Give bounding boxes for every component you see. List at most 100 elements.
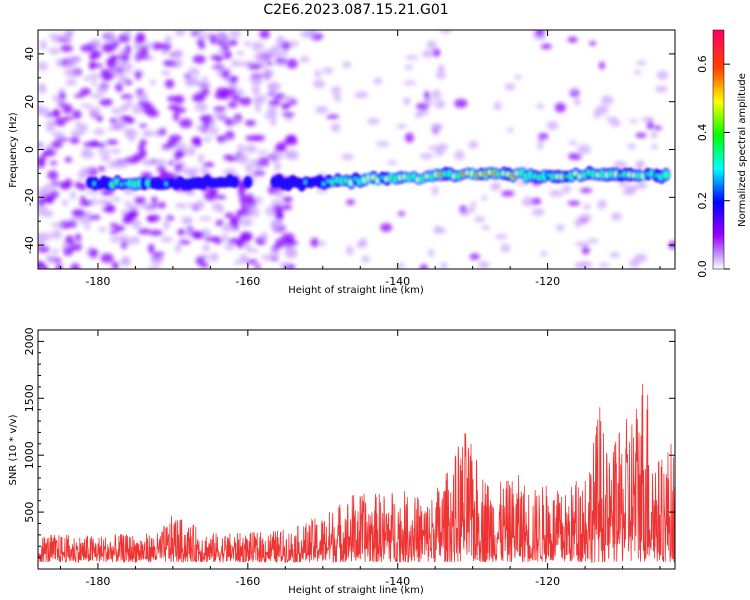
- noise-blob: [159, 171, 172, 180]
- noise-blob: [50, 222, 63, 228]
- noise-blob: [432, 48, 441, 57]
- noise-blob: [268, 99, 281, 107]
- noise-blob: [312, 79, 326, 89]
- noise-blob: [233, 119, 241, 126]
- noise-blob: [579, 261, 593, 269]
- noise-blob: [244, 144, 257, 154]
- noise-blob: [569, 88, 580, 93]
- noise-blob: [430, 123, 442, 131]
- noise-blob: [263, 48, 276, 58]
- noise-blob: [101, 207, 113, 212]
- noise-blob: [258, 157, 271, 162]
- noise-blob: [167, 160, 175, 165]
- noise-blob: [251, 72, 260, 78]
- noise-blob: [221, 233, 229, 243]
- noise-blob: [546, 120, 559, 131]
- noise-blob: [96, 85, 108, 94]
- noise-blob: [80, 44, 94, 52]
- noise-blob: [198, 216, 213, 221]
- noise-blob: [268, 85, 276, 94]
- noise-blob: [270, 118, 277, 127]
- noise-blob: [440, 262, 448, 269]
- noise-blob: [521, 196, 535, 207]
- noise-blob: [137, 100, 152, 107]
- noise-blob: [45, 122, 56, 133]
- noise-blob: [82, 75, 92, 81]
- noise-blob: [191, 231, 205, 240]
- x-tick-label: -140: [385, 575, 410, 588]
- noise-blob: [80, 150, 95, 159]
- noise-blob: [139, 123, 148, 128]
- noise-blob: [131, 219, 142, 230]
- noise-blob: [245, 135, 259, 142]
- bottom-x-ticks: -180 -160 -140 -120: [59, 330, 661, 588]
- noise-blob: [481, 195, 488, 201]
- x-tick-label: -120: [535, 275, 560, 288]
- noise-blob: [651, 131, 658, 139]
- noise-blob: [265, 61, 274, 66]
- noise-blob: [300, 30, 314, 38]
- noise-blob: [189, 77, 201, 86]
- noise-blob: [635, 159, 645, 168]
- noise-blob: [135, 50, 149, 60]
- noise-blob: [568, 152, 582, 161]
- noise-blob: [202, 161, 215, 168]
- noise-blob: [47, 170, 59, 180]
- noise-blob: [474, 216, 486, 223]
- noise-blob: [440, 30, 452, 34]
- noise-blob: [74, 121, 82, 128]
- noise-blob: [636, 60, 647, 66]
- noise-blob: [96, 114, 103, 122]
- noise-blob: [236, 51, 245, 56]
- noise-blob: [314, 70, 322, 78]
- noise-blob: [635, 132, 647, 138]
- noise-blob: [650, 144, 659, 150]
- noise-blob: [239, 253, 248, 263]
- noise-blob: [187, 225, 194, 232]
- noise-blob: [236, 239, 245, 249]
- noise-blob: [111, 196, 121, 202]
- noise-blob: [531, 208, 545, 217]
- snr-panel: -180 -160 -140 -120 500 1000 1500 2000 Height …: [8, 327, 676, 596]
- noise-blob: [238, 96, 252, 106]
- noise-blob: [653, 125, 662, 131]
- noise-blob: [244, 163, 254, 173]
- noise-blob: [79, 103, 93, 108]
- noise-blob: [281, 233, 295, 242]
- noise-blob: [48, 33, 62, 39]
- noise-blob: [52, 108, 61, 118]
- noise-blob: [120, 115, 128, 121]
- y-tick-label: 2000: [23, 327, 36, 355]
- noise-blob: [265, 206, 277, 217]
- noise-blob: [244, 259, 259, 265]
- noise-blob: [106, 139, 119, 146]
- noise-blob: [87, 106, 101, 116]
- noise-blob: [71, 209, 86, 218]
- noise-blob: [454, 98, 468, 108]
- noise-blob: [261, 254, 274, 261]
- noise-blob: [109, 117, 118, 124]
- noise-blob: [174, 243, 182, 254]
- noise-blob: [154, 158, 167, 166]
- noise-blob: [100, 253, 114, 264]
- noise-blob: [246, 198, 257, 206]
- noise-blob: [490, 182, 502, 191]
- noise-blob: [284, 248, 298, 259]
- noise-blob: [69, 136, 80, 145]
- noise-blob: [199, 114, 214, 123]
- noise-blob: [59, 91, 66, 100]
- noise-blob: [107, 160, 120, 169]
- noise-blob: [55, 58, 63, 68]
- noise-blob: [214, 194, 227, 200]
- noise-blob: [386, 160, 398, 165]
- noise-blob: [141, 159, 154, 166]
- noise-blob: [633, 253, 648, 263]
- noise-blob: [42, 194, 53, 204]
- noise-blob: [589, 40, 597, 46]
- noise-blob: [38, 200, 44, 207]
- colorbar-tick-label: 0.2: [696, 192, 709, 210]
- noise-blob: [50, 141, 63, 149]
- noise-blob: [62, 103, 73, 114]
- noise-blob: [89, 63, 104, 68]
- noise-blob: [190, 31, 200, 37]
